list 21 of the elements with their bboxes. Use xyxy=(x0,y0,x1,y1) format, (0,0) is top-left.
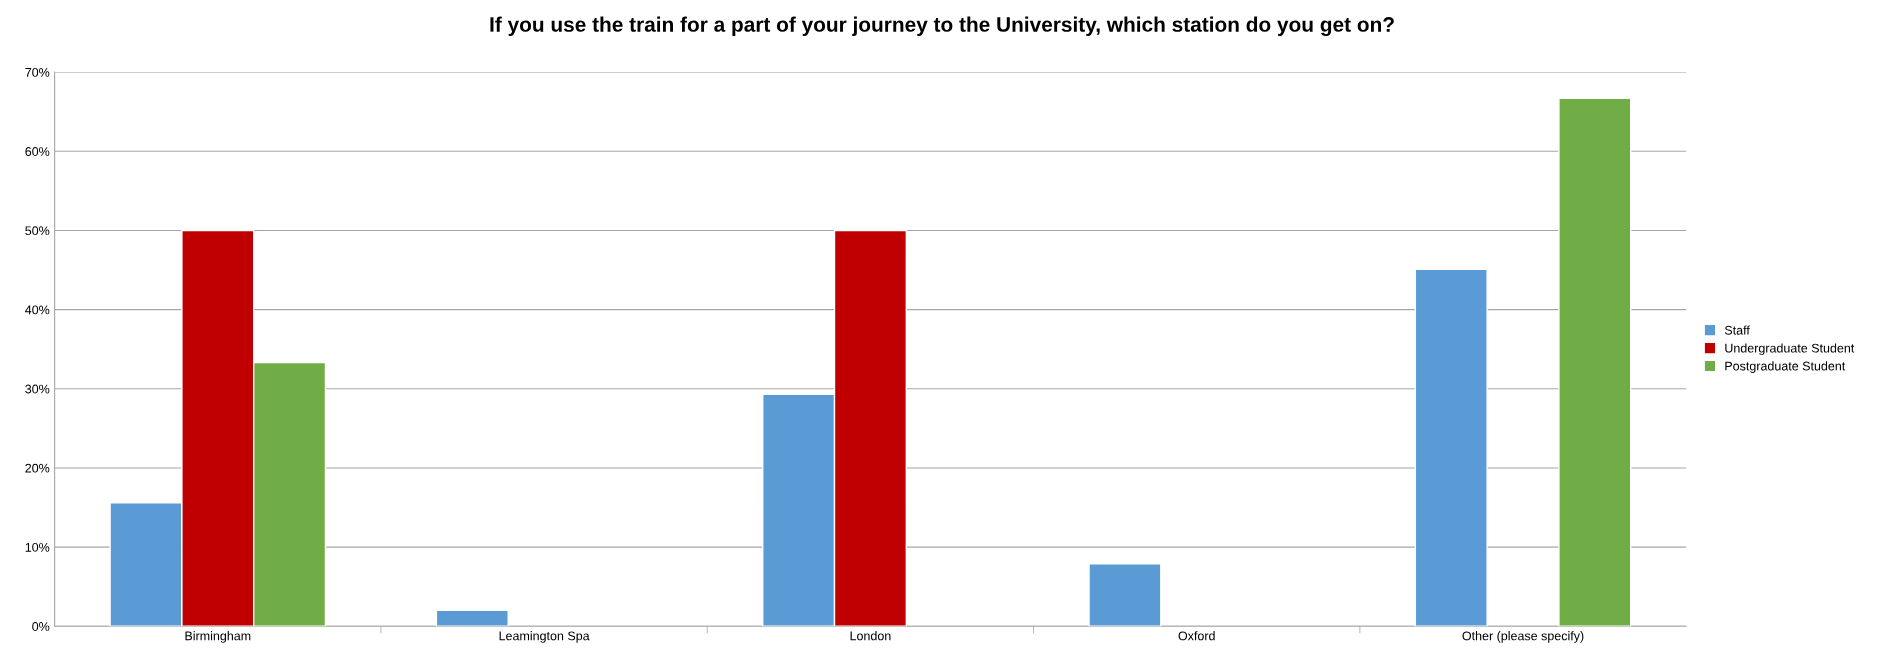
y-tick-label: 50% xyxy=(25,226,50,236)
y-tick-label: 40% xyxy=(25,305,50,315)
x-tick-label: Oxford xyxy=(1178,631,1215,641)
x-tick-label: Other (please specify) xyxy=(1462,631,1584,643)
y-tick-label: 0% xyxy=(32,622,50,631)
legend-label: Postgraduate Student xyxy=(1725,361,1846,373)
x-tick-label: London xyxy=(850,631,891,641)
bar xyxy=(1414,268,1488,627)
x-tick-label: Leamington Spa xyxy=(499,631,590,643)
y-tick-label: 30% xyxy=(25,384,50,394)
x-tick-label: Birmingham xyxy=(185,631,251,643)
y-tick-label: 20% xyxy=(25,463,50,473)
bar xyxy=(1558,97,1632,627)
bar xyxy=(435,609,509,627)
y-tick-label: 60% xyxy=(25,147,50,156)
bar xyxy=(1088,563,1162,627)
y-tick-label: 70% xyxy=(25,67,50,77)
legend-label: Staff xyxy=(1724,325,1750,335)
chart-title: If you use the train for a part of your journey to the University, which station do you get on? xyxy=(490,16,1394,37)
y-tick-label: 10% xyxy=(25,542,50,552)
legend-label: Undergraduate Student xyxy=(1725,343,1855,356)
